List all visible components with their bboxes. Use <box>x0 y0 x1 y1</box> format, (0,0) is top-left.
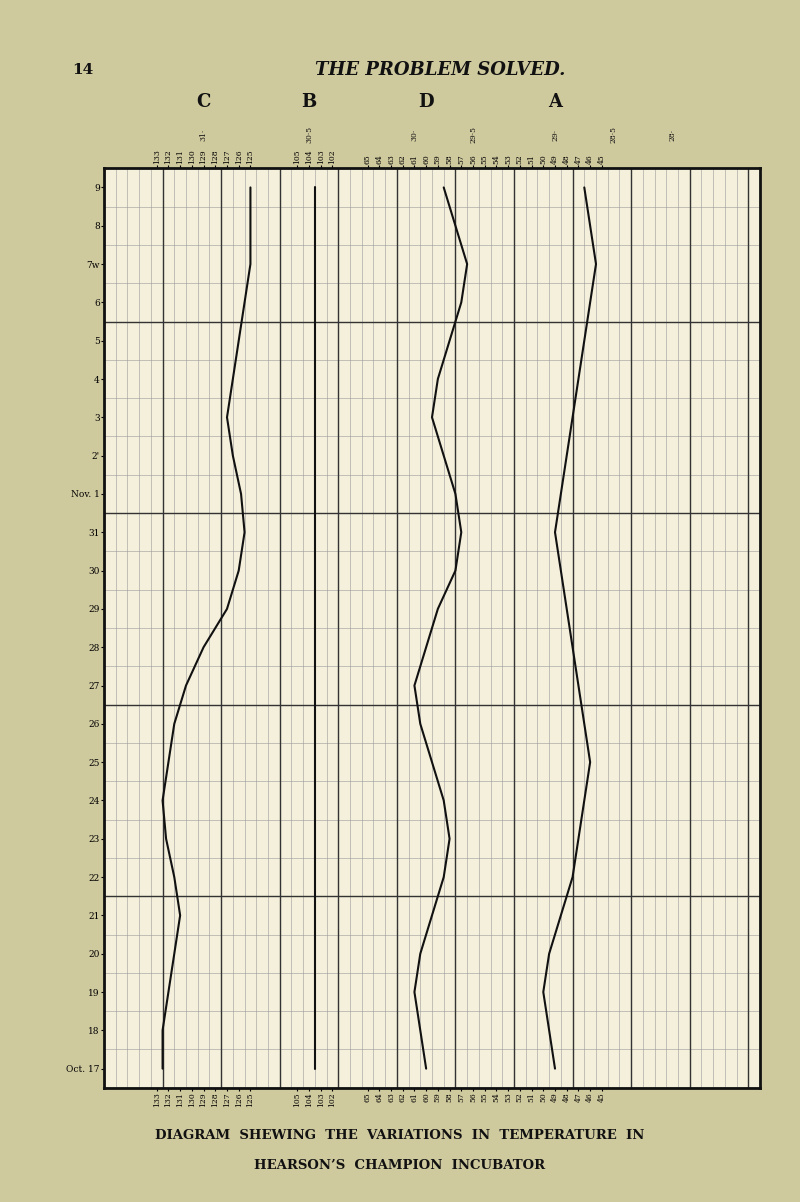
Text: 28·: 28· <box>668 129 676 141</box>
Text: 28·5: 28·5 <box>610 126 618 143</box>
Text: THE PROBLEM SOLVED.: THE PROBLEM SOLVED. <box>315 61 565 78</box>
Text: 31·: 31· <box>199 129 207 141</box>
Text: 14: 14 <box>72 63 94 77</box>
Text: D: D <box>418 94 434 111</box>
Text: B: B <box>302 94 317 111</box>
Text: DIAGRAM  SHEWING  THE  VARIATIONS  IN  TEMPERATURE  IN: DIAGRAM SHEWING THE VARIATIONS IN TEMPER… <box>155 1130 645 1142</box>
Text: 29·5: 29·5 <box>469 126 477 143</box>
Text: A: A <box>548 94 562 111</box>
Text: 30·: 30· <box>410 129 418 141</box>
Text: C: C <box>196 94 210 111</box>
Text: 29·: 29· <box>551 129 559 141</box>
Text: 30·5: 30·5 <box>305 126 313 143</box>
Text: HEARSON’S  CHAMPION  INCUBATOR: HEARSON’S CHAMPION INCUBATOR <box>254 1160 546 1172</box>
